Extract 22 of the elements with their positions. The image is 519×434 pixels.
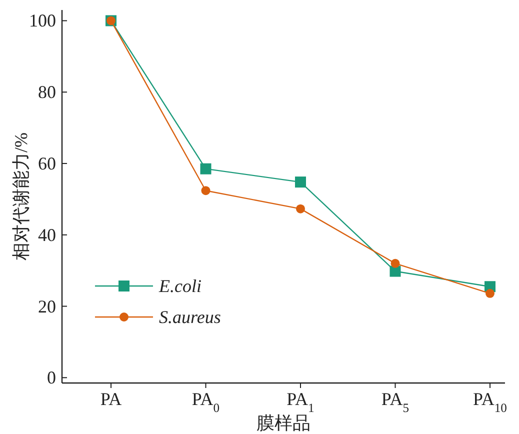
y-tick-label: 20 (38, 296, 56, 316)
y-tick-label: 60 (38, 153, 56, 174)
point (201, 186, 210, 196)
y-tick-label: 100 (29, 10, 56, 31)
point (295, 176, 306, 188)
y-axis-title: 相对代谢能力/% (11, 132, 31, 260)
x-axis-title: 膜样品 (256, 413, 310, 433)
legend-label: S.aureus (159, 307, 221, 327)
x-tick-label: PA (100, 389, 122, 409)
point (390, 266, 401, 277)
point (296, 204, 305, 214)
point (390, 258, 400, 268)
x-tick-label: PA$_{0}$ (192, 389, 220, 415)
x-tick-label: PA$_{5}$ (381, 389, 410, 415)
x-tick-label: PA$_{10}$ (473, 389, 507, 415)
point (486, 288, 494, 298)
legend-label: E.coli (158, 276, 202, 296)
y-tick-label: 80 (38, 82, 56, 102)
y-tick-label: 0 (47, 368, 56, 388)
x-tick-label: PA$_{1}$ (286, 389, 314, 415)
y-tick-label: 40 (38, 224, 56, 245)
point (200, 163, 212, 174)
